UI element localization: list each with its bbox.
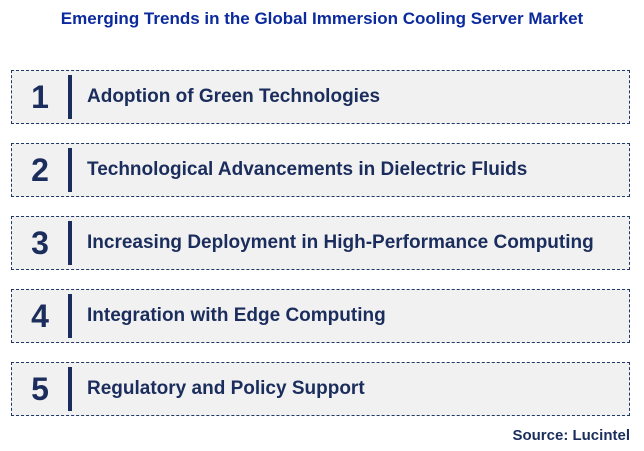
trend-row: 5 Regulatory and Policy Support [11,362,630,416]
trend-label: Integration with Edge Computing [87,305,386,326]
trend-row: 3 Increasing Deployment in High-Performa… [11,216,630,270]
trend-number: 3 [31,225,49,261]
trend-number: 2 [31,152,49,188]
trend-row: 4 Integration with Edge Computing [11,289,630,343]
trend-number: 4 [31,298,49,334]
trend-list: 1 Adoption of Green Technologies 2 Techn… [11,70,630,435]
source-credit: Source: Lucintel [512,427,630,444]
divider-bar [68,148,72,192]
divider-bar [68,221,72,265]
trend-row: 1 Adoption of Green Technologies [11,70,630,124]
trend-label: Regulatory and Policy Support [87,378,365,399]
trend-number: 1 [31,79,49,115]
divider-bar [68,367,72,411]
page-title: Emerging Trends in the Global Immersion … [60,9,584,28]
trend-label: Adoption of Green Technologies [87,86,381,107]
trend-label: Increasing Deployment in High-Performanc… [87,232,594,253]
trend-number: 5 [31,371,49,407]
divider-bar [68,294,72,338]
trend-row: 2 Technological Advancements in Dielectr… [11,143,630,197]
trend-label: Technological Advancements in Dielectric… [87,159,528,180]
divider-bar [68,75,72,119]
